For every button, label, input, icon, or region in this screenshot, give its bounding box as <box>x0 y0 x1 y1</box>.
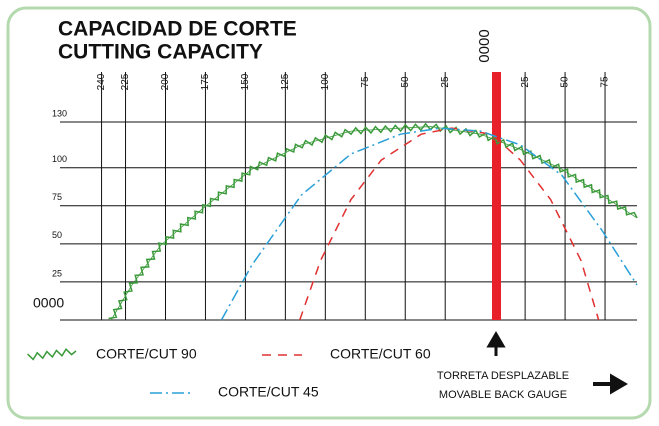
grid: 0000 25 50 75 100 130 240 225 200 175 150 125 100 75 5… <box>33 29 637 321</box>
line <box>220 127 638 321</box>
zigzag-stroke <box>108 122 638 320</box>
legend-label: CORTE/CUT 90 <box>96 346 197 362</box>
up-arrow <box>486 331 506 356</box>
x-tick-label: 175 <box>200 73 211 90</box>
x-tick-label: 100 <box>320 73 331 90</box>
x-tick-label: 25 <box>440 76 451 88</box>
x-tick-label: 50 <box>400 76 411 88</box>
x-tick-label: 50 <box>560 76 571 88</box>
annotation: MOVABLE BACK GAUGE <box>439 389 567 401</box>
y-tick-label: 100 <box>52 154 67 164</box>
x-tick-label: 0000 <box>476 29 493 62</box>
annotation: TORRETA DESPLAZABLE <box>437 370 569 382</box>
x-tick-label: 150 <box>240 73 251 90</box>
x-tick-label: 75 <box>360 76 371 88</box>
x-tick-label: 125 <box>280 73 291 90</box>
right-arrow <box>593 373 628 395</box>
x-tick-label: 240 <box>96 73 107 90</box>
x-tick-label: 25 <box>520 76 531 88</box>
y-tick-label: 25 <box>52 268 62 278</box>
x-tick-label: 200 <box>160 73 171 90</box>
back-gauge-bar <box>492 72 501 320</box>
legend-item: CORTE/CUT 45 <box>150 384 319 400</box>
y-tick-label: 0000 <box>33 295 64 311</box>
legend-swatch <box>27 348 77 361</box>
x-tick-label: 75 <box>600 76 611 88</box>
x-tick-label: 225 <box>120 73 131 90</box>
y-tick-label: 50 <box>52 230 62 240</box>
frame <box>6 6 652 420</box>
legend-label: CORTE/CUT 60 <box>330 346 431 362</box>
y-tick-label: 75 <box>52 192 62 202</box>
line <box>299 127 600 321</box>
legend-label: CORTE/CUT 45 <box>218 384 319 400</box>
y-tick-label: 130 <box>52 108 67 118</box>
chart-subtitle: CUTTING CAPACITY <box>58 41 263 64</box>
chart-title: CAPACIDAD DE CORTE <box>58 18 297 41</box>
legend-item: CORTE/CUT 60 <box>262 346 431 362</box>
legend-item: CORTE/CUT 90 <box>27 346 197 362</box>
